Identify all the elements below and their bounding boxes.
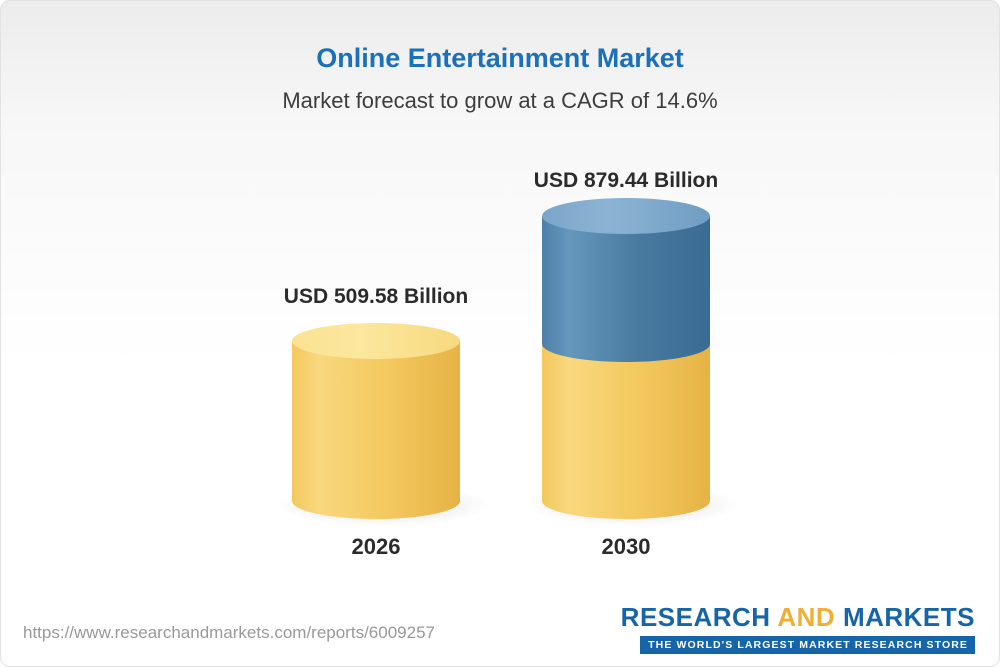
bar-2030 — [542, 198, 710, 519]
value-label-2030: USD 879.44 Billion — [533, 169, 719, 192]
research-and-markets-logo: RESEARCH AND MARKETS THE WORLD'S LARGEST… — [621, 602, 975, 654]
bar-2026-top-ellipse — [292, 323, 460, 359]
chart-subtitle: Market forecast to grow at a CAGR of 14.… — [282, 88, 718, 113]
x-axis-label-2026: 2026 — [351, 534, 401, 559]
chart-title: Online Entertainment Market — [316, 43, 684, 73]
bar-2030-growth-segment — [542, 198, 710, 362]
logo-word-research: RESEARCH — [620, 602, 771, 632]
bar-2026 — [292, 323, 460, 519]
bar-2026-body — [292, 341, 460, 519]
logo-word-markets: MARKETS — [842, 602, 975, 632]
x-axis-label-2030: 2030 — [601, 534, 651, 559]
bar-2030-base-segment — [542, 344, 710, 519]
logo-tagline: THE WORLD'S LARGEST MARKET RESEARCH STOR… — [640, 636, 975, 654]
bar-2030-growth-body — [542, 216, 710, 362]
report-url-link[interactable]: https://www.researchandmarkets.com/repor… — [23, 623, 435, 642]
logo-wordmark: RESEARCH AND MARKETS — [621, 602, 975, 633]
bar-2030-top-ellipse — [542, 198, 710, 234]
value-label-2026: USD 509.58 Billion — [283, 285, 469, 308]
logo-word-and: AND — [777, 602, 836, 632]
